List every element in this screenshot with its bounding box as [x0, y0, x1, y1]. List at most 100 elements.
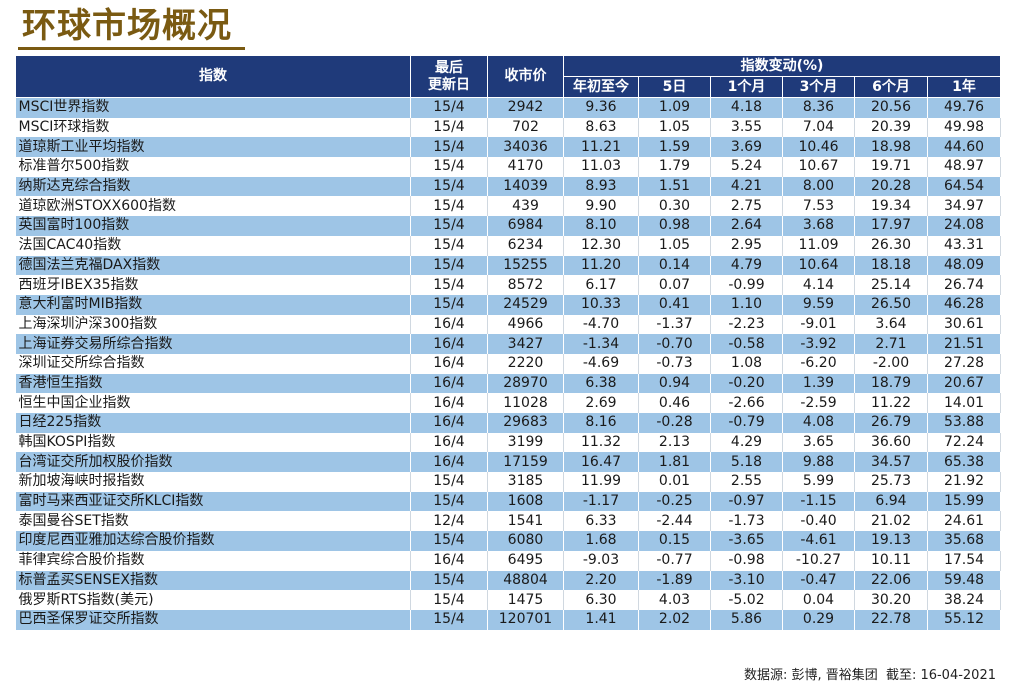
change-6m-cell: 34.57 [854, 452, 928, 473]
column-header-ytd: 年初至今 [563, 76, 639, 98]
last-update-line2: 更新日 [428, 76, 470, 93]
close-price-cell: 702 [487, 117, 564, 138]
column-header-1m: 1个月 [710, 76, 783, 98]
change-5d-cell: -0.70 [638, 334, 711, 354]
table-row: 道琼欧洲STOXX600指数 15/4 439 9.90 0.30 2.75 7.53 19.… [15, 196, 1002, 217]
table-row: 道琼斯工业平均指数 15/4 34036 11.21 1.59 3.69 10.46 18.9… [15, 137, 1002, 158]
change-6m-cell: 11.22 [854, 393, 928, 413]
close-price-cell: 120701 [487, 609, 564, 630]
close-price-cell: 6495 [487, 550, 564, 571]
index-name-cell: 泰国曼谷SET指数 [15, 511, 411, 532]
change-ytd-cell: -4.69 [563, 353, 639, 374]
column-header-last-update: 最后 更新日 [410, 55, 488, 98]
close-price-cell: 2220 [487, 353, 564, 374]
change-3m-cell: 8.36 [782, 97, 855, 118]
index-name-cell: 印度尼西亚雅加达综合股价指数 [15, 531, 411, 551]
change-1m-cell: 4.21 [710, 176, 783, 197]
last-update-cell: 15/4 [410, 97, 488, 118]
change-6m-cell: 10.11 [854, 550, 928, 571]
index-name-cell: 韩国KOSPI指数 [15, 432, 411, 453]
source-text: 数据源: 彭博, 晋裕集团 [744, 668, 878, 683]
table-row: 俄罗斯RTS指数(美元) 15/4 1475 6.30 4.03 -5.02 0.04 30.… [15, 590, 1002, 610]
change-1m-cell: -2.23 [710, 314, 783, 335]
last-update-cell: 15/4 [410, 196, 488, 217]
change-3m-cell: -9.01 [782, 314, 855, 335]
change-1y-cell: 21.92 [927, 472, 1002, 492]
change-3m-cell: -0.47 [782, 570, 855, 591]
change-6m-cell: -2.00 [854, 353, 928, 374]
change-1y-cell: 48.97 [927, 157, 1002, 177]
change-ytd-cell: 11.32 [563, 432, 639, 453]
change-ytd-cell: 8.16 [563, 413, 639, 433]
change-6m-cell: 18.79 [854, 373, 928, 394]
last-update-cell: 15/4 [410, 609, 488, 630]
close-price-cell: 29683 [487, 413, 564, 433]
last-update-cell: 15/4 [410, 255, 488, 276]
last-update-cell: 15/4 [410, 531, 488, 551]
close-price-cell: 6984 [487, 216, 564, 236]
change-6m-cell: 26.30 [854, 235, 928, 256]
change-1m-cell: 2.55 [710, 472, 783, 492]
change-3m-cell: 10.46 [782, 137, 855, 158]
close-price-cell: 1475 [487, 590, 564, 610]
change-5d-cell: 0.14 [638, 255, 711, 276]
index-name-cell: 德国法兰克福DAX指数 [15, 255, 411, 276]
table-row: 英国富时100指数 15/4 6984 8.10 0.98 2.64 3.68 17.97 24… [15, 216, 1002, 236]
change-5d-cell: 2.02 [638, 609, 711, 630]
close-price-cell: 14039 [487, 176, 564, 197]
close-price-cell: 24529 [487, 294, 564, 315]
change-5d-cell: 2.13 [638, 432, 711, 453]
index-name-cell: 意大利富时MIB指数 [15, 294, 411, 315]
close-price-cell: 8572 [487, 275, 564, 295]
table-row: 标普孟买SENSEX指数 15/4 48804 2.20 -1.89 -3.10 -0.47… [15, 570, 1002, 591]
change-1m-cell: 2.75 [710, 196, 783, 217]
change-6m-cell: 3.64 [854, 314, 928, 335]
change-1m-cell: 4.29 [710, 432, 783, 453]
change-3m-cell: 9.59 [782, 294, 855, 315]
change-ytd-cell: 2.20 [563, 570, 639, 591]
change-1y-cell: 46.28 [927, 294, 1002, 315]
last-update-cell: 16/4 [410, 413, 488, 433]
change-1m-cell: 1.08 [710, 353, 783, 374]
change-3m-cell: -0.40 [782, 511, 855, 532]
change-6m-cell: 2.71 [854, 334, 928, 354]
change-5d-cell: 1.09 [638, 97, 711, 118]
close-price-cell: 6080 [487, 531, 564, 551]
change-6m-cell: 25.14 [854, 275, 928, 295]
change-6m-cell: 36.60 [854, 432, 928, 453]
close-price-cell: 4966 [487, 314, 564, 335]
change-1m-cell: -2.66 [710, 393, 783, 413]
last-update-cell: 15/4 [410, 472, 488, 492]
change-3m-cell: 3.65 [782, 432, 855, 453]
change-3m-cell: 1.39 [782, 373, 855, 394]
index-name-cell: 标准普尔500指数 [15, 157, 411, 177]
last-update-line1: 最后 [435, 59, 463, 76]
change-3m-cell: 4.14 [782, 275, 855, 295]
change-1m-cell: -5.02 [710, 590, 783, 610]
change-5d-cell: -1.37 [638, 314, 711, 335]
change-1m-cell: 5.24 [710, 157, 783, 177]
close-price-cell: 48804 [487, 570, 564, 591]
index-name-cell: 巴西圣保罗证交所指数 [15, 609, 411, 630]
table-row: 富时马来西亚证交所KLCI指数 15/4 1608 -1.17 -0.25 -0.97 -1… [15, 491, 1002, 512]
last-update-cell: 16/4 [410, 393, 488, 413]
change-1y-cell: 30.61 [927, 314, 1002, 335]
change-6m-cell: 19.34 [854, 196, 928, 217]
change-ytd-cell: 10.33 [563, 294, 639, 315]
change-ytd-cell: 16.47 [563, 452, 639, 473]
change-ytd-cell: 6.30 [563, 590, 639, 610]
change-6m-cell: 20.28 [854, 176, 928, 197]
change-ytd-cell: 8.63 [563, 117, 639, 138]
close-price-cell: 1608 [487, 491, 564, 512]
change-5d-cell: 0.94 [638, 373, 711, 394]
column-header-1y: 1年 [926, 76, 1002, 98]
index-name-cell: 富时马来西亚证交所KLCI指数 [15, 491, 411, 512]
title-underline [18, 47, 245, 50]
table-row: MSCI环球指数 15/4 702 8.63 1.05 3.55 7.04 20.39 49.9… [15, 117, 1002, 138]
table-row: 深圳证交所综合指数 16/4 2220 -4.69 -0.73 1.08 -6.20 -2.0… [15, 353, 1002, 374]
change-5d-cell: 1.59 [638, 137, 711, 158]
change-1m-cell: -0.97 [710, 491, 783, 512]
change-5d-cell: 0.15 [638, 531, 711, 551]
change-1m-cell: -3.10 [710, 570, 783, 591]
change-1m-cell: -1.73 [710, 511, 783, 532]
